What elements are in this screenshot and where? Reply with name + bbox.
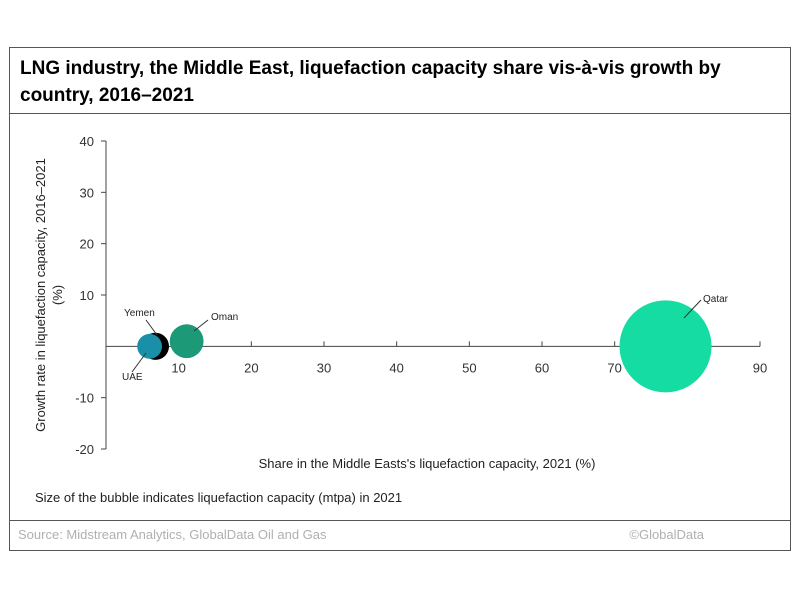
chart-frame: LNG industry, the Middle East, liquefact… — [9, 47, 791, 551]
bubble-qatar — [619, 300, 712, 393]
data-label-uae: UAE — [122, 372, 143, 383]
data-label-oman: Oman — [211, 312, 238, 323]
y-tick-label: 30 — [80, 185, 94, 200]
y-tick-label: 40 — [80, 134, 94, 149]
data-label-yemen: Yemen — [124, 308, 155, 319]
x-tick-label: 30 — [317, 360, 331, 375]
bubble-uae — [137, 333, 163, 359]
leader-line-oman — [193, 319, 209, 332]
x-tick-label: 40 — [389, 360, 403, 375]
chart-title: LNG industry, the Middle East, liquefact… — [10, 48, 790, 114]
y-tick-label: -20 — [75, 442, 94, 457]
y-axis-title-unit: (%) — [50, 285, 65, 305]
data-label-qatar: Qatar — [703, 294, 729, 305]
leader-line-uae — [131, 352, 147, 373]
x-tick-label: 50 — [462, 360, 476, 375]
leader-line-yemen — [145, 319, 158, 336]
x-tick-label: 90 — [753, 360, 767, 375]
x-tick-label: 60 — [535, 360, 549, 375]
source-text: Source: Midstream Analytics, GlobalData … — [18, 527, 327, 542]
bubble-size-note: Size of the bubble indicates liquefactio… — [35, 490, 403, 505]
footer: Source: Midstream Analytics, GlobalData … — [10, 520, 790, 550]
y-axis-title: Growth rate in liquefaction capacity, 20… — [33, 158, 48, 432]
x-tick-label: 10 — [171, 360, 185, 375]
leader-line-qatar — [683, 299, 702, 319]
y-tick-label: -10 — [75, 391, 94, 406]
y-tick-label: 20 — [80, 237, 94, 252]
y-tick-label: 10 — [80, 288, 94, 303]
x-tick-label: 70 — [607, 360, 621, 375]
x-tick-label: 20 — [244, 360, 258, 375]
copyright-text: ©GlobalData — [629, 527, 704, 542]
x-axis-title: Share in the Middle Easts's liquefaction… — [259, 456, 596, 471]
bubble-oman — [169, 324, 204, 359]
